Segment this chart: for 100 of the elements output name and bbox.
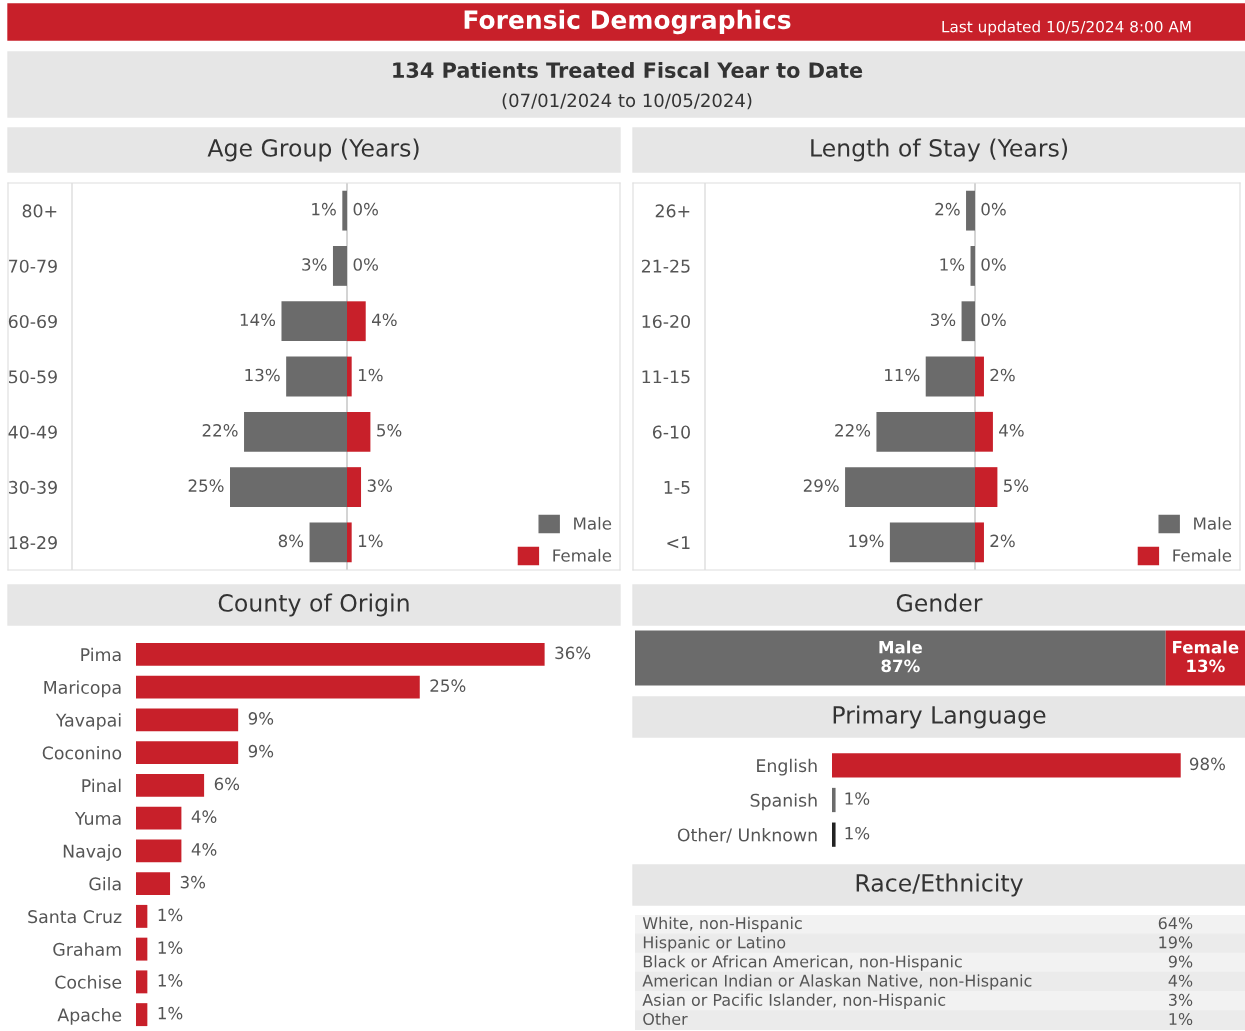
data-label: 2%	[990, 368, 1015, 382]
y-tick-label: Coconino	[42, 746, 122, 760]
text: Last updated 10/5/2024 8:00 AM	[942, 20, 1191, 36]
text: 134 Patients Treated Fiscal Year to Date	[393, 61, 863, 79]
data-label: 4%	[372, 313, 397, 327]
text: 19%	[1159, 936, 1193, 949]
bar	[347, 301, 366, 342]
data-label: 11%	[885, 368, 920, 382]
bar	[136, 937, 148, 961]
category-label: White, non-Hispanic	[642, 916, 802, 933]
y-tick-label: 60-69	[8, 314, 57, 329]
data-label: 19%	[849, 534, 884, 548]
category-label: Hispanic or Latino	[643, 936, 786, 952]
category-label: Other	[643, 1012, 688, 1026]
y-tick-label: English	[757, 758, 817, 776]
text: 3%	[1169, 993, 1193, 1006]
data-label: 1%	[158, 1006, 183, 1020]
data-label: 8%	[278, 534, 304, 548]
data-label: 9%	[248, 744, 274, 758]
y-tick-label: Other/ Unknown	[677, 828, 817, 843]
legend-label: Male	[574, 516, 612, 530]
data-label: 3%	[930, 313, 956, 327]
y-tick-label: Gila	[89, 877, 121, 891]
data-label: 0%	[353, 202, 378, 216]
bar	[961, 301, 975, 342]
y-tick-label: 11-15	[642, 370, 690, 384]
y-tick-label: Apache	[57, 1008, 122, 1025]
bar	[136, 1003, 148, 1027]
data-label: 0%	[981, 202, 1006, 216]
data-label: 0%	[353, 258, 378, 271]
legend-label: Female	[1173, 548, 1232, 562]
data-label: 1%	[845, 792, 870, 805]
data-label: 25%	[430, 679, 466, 692]
bar	[347, 356, 352, 397]
category-label: Asian or Pacific Islander, non-Hispanic	[642, 993, 946, 1009]
bar	[342, 190, 347, 231]
data-label: 3%	[180, 875, 206, 889]
data-label: 4%	[191, 810, 217, 823]
y-tick-label: 1-5	[664, 481, 690, 494]
y-tick-label: 80+	[22, 204, 57, 218]
bar	[332, 246, 347, 286]
bar	[136, 970, 148, 994]
y-tick-label: Pima	[81, 647, 121, 662]
legend-label: Female	[553, 548, 612, 562]
category-label: Black or African American, non-Hispanic	[643, 955, 962, 971]
y-tick-label: 16-20	[642, 314, 690, 329]
data-label: 3%	[302, 258, 327, 271]
text: (07/01/2024 to 10/05/2024)	[502, 93, 752, 110]
bar	[136, 642, 545, 666]
bar	[136, 872, 171, 896]
bar	[136, 806, 182, 830]
bar	[136, 839, 182, 863]
data-label: 87%	[881, 659, 920, 673]
data-label: 0%	[981, 313, 1006, 327]
text: Forensic Demographics	[464, 9, 791, 35]
data-label: 1%	[158, 941, 183, 954]
bar	[136, 675, 420, 699]
y-tick-label: Navajo	[63, 844, 122, 862]
text: 1%	[1169, 1012, 1193, 1026]
text: Race/Ethnicity	[856, 873, 1023, 897]
data-label: 22%	[202, 424, 238, 437]
chart-title: County of Origin	[218, 593, 409, 617]
chart-title: Length of Stay (Years)	[811, 138, 1068, 162]
data-label: 14%	[240, 313, 276, 327]
data-label: 5%	[377, 424, 402, 437]
y-tick-label: Graham	[53, 942, 121, 956]
y-tick-label: 21-25	[641, 259, 690, 273]
y-tick-label: Pinal	[82, 778, 121, 793]
bar	[347, 522, 352, 563]
y-tick-label: 18-29	[9, 536, 57, 550]
y-tick-label: Cochise	[55, 975, 122, 989]
data-label: 22%	[835, 424, 871, 437]
legend-label: Male	[1194, 516, 1232, 530]
y-tick-label: 26+	[655, 204, 690, 218]
data-label: 2%	[990, 534, 1015, 548]
data-label: 5%	[1003, 479, 1029, 492]
y-tick-label: <1	[667, 536, 690, 549]
data-label: 1%	[358, 368, 383, 382]
category-label: American Indian or Alaskan Native, non-Hispanic	[642, 974, 1032, 990]
data-label: 3%	[367, 479, 393, 492]
bar	[347, 467, 362, 507]
chart-title: Gender	[896, 593, 983, 612]
data-label: 1%	[158, 908, 183, 922]
y-tick-label: Maricopa	[44, 680, 121, 698]
data-label: 2%	[935, 202, 960, 216]
y-tick-label: 30-39	[8, 480, 57, 494]
data-label: 0%	[981, 258, 1006, 271]
chart-title: Age Group (Years)	[207, 138, 419, 162]
y-tick-label: 40-49	[8, 425, 57, 439]
data-label: 13%	[245, 368, 280, 382]
y-tick-label: 50-59	[9, 370, 57, 384]
data-label: 1%	[312, 202, 336, 216]
text: 9%	[1168, 955, 1193, 968]
y-tick-label: Yavapai	[55, 713, 121, 731]
bar	[136, 773, 205, 797]
data-label: 9%	[248, 712, 274, 725]
data-label: 13%	[1187, 659, 1225, 673]
y-tick-label: 70-79	[9, 259, 57, 273]
bar	[136, 741, 239, 765]
text: 4%	[1168, 974, 1193, 987]
